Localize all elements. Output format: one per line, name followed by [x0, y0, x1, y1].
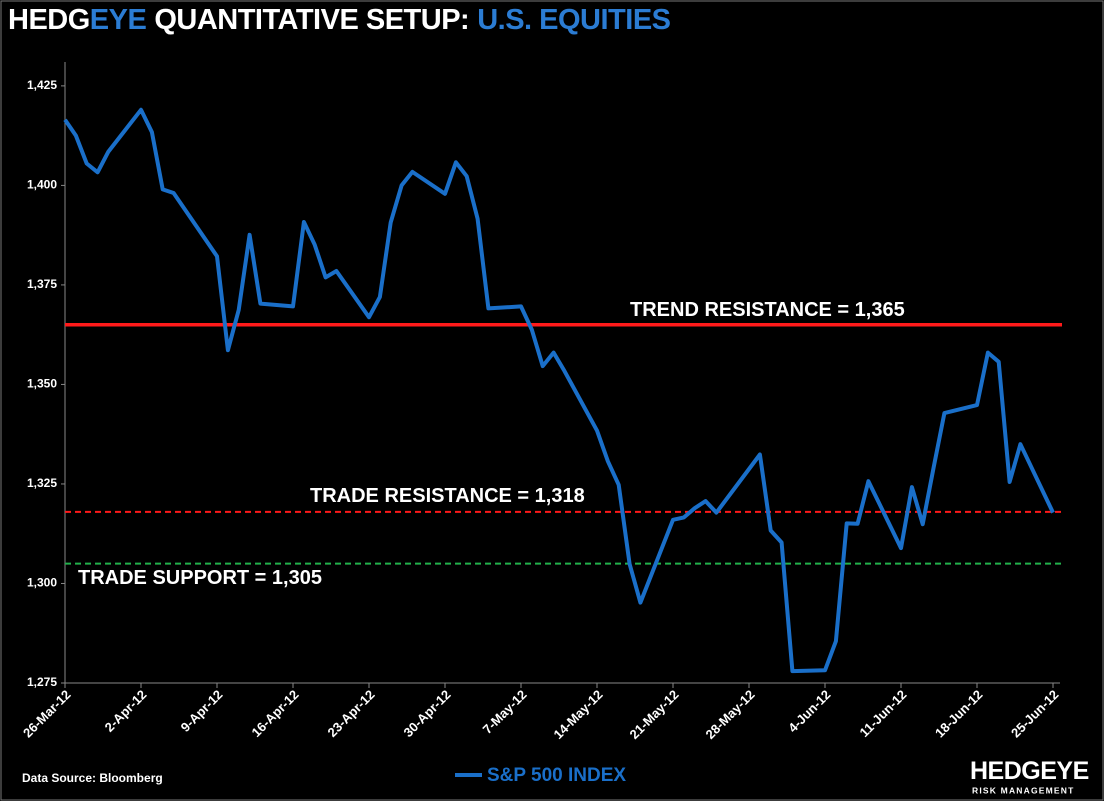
x-tick-label: 18-Jun-12 [932, 687, 986, 741]
y-tick-label: 1,375 [27, 277, 57, 291]
x-tick-label: 16-Apr-12 [249, 687, 302, 740]
chart-title: HEDGEYE QUANTITATIVE SETUP: U.S. EQUITIES [8, 4, 671, 37]
x-tick-label: 30-Apr-12 [401, 687, 454, 740]
x-tick-label: 4-Jun-12 [785, 687, 833, 735]
reference-label: TRADE SUPPORT = 1,305 [78, 567, 322, 589]
logo-part: EYE [1040, 757, 1089, 785]
y-tick-label: 1,400 [27, 178, 57, 192]
x-tick-label: 26-Mar-12 [20, 687, 74, 741]
logo-part: HEDG [970, 757, 1040, 785]
logo-sub: RISK MANAGEMENT [972, 785, 1075, 795]
x-tick-label: 25-Jun-12 [1008, 687, 1062, 741]
x-tick-label: 23-Apr-12 [325, 687, 378, 740]
title-part: U.S. EQUITIES [477, 4, 671, 36]
legend-label: S&P 500 INDEX [487, 765, 626, 786]
x-tick-label: 9-Apr-12 [178, 687, 226, 735]
source: Data Source: Bloomberg [22, 771, 163, 785]
reference-label: TRADE RESISTANCE = 1,318 [310, 485, 585, 507]
x-tick-label: 28-May-12 [702, 687, 757, 742]
x-tick-label: 21-May-12 [626, 687, 681, 742]
title-part: EYE [89, 4, 147, 36]
x-tick-label: 2-Apr-12 [102, 687, 150, 735]
x-tick-label: 11-Jun-12 [857, 687, 910, 740]
x-tick-label: 7-May-12 [480, 687, 530, 737]
title-part: QUANTITATIVE SETUP: [154, 4, 470, 36]
y-tick-label: 1,300 [27, 576, 57, 590]
y-tick-label: 1,350 [27, 377, 57, 391]
y-tick-label: 1,325 [27, 476, 57, 490]
y-tick-label: 1,425 [27, 78, 57, 92]
series-line [63, 107, 1055, 674]
title-part: HEDG [8, 4, 90, 36]
reference-label: TREND RESISTANCE = 1,365 [630, 299, 905, 321]
y-tick-label: 1,275 [27, 675, 57, 689]
x-tick-label: 14-May-12 [550, 687, 605, 742]
logo: HEDGEYE [970, 757, 1089, 785]
